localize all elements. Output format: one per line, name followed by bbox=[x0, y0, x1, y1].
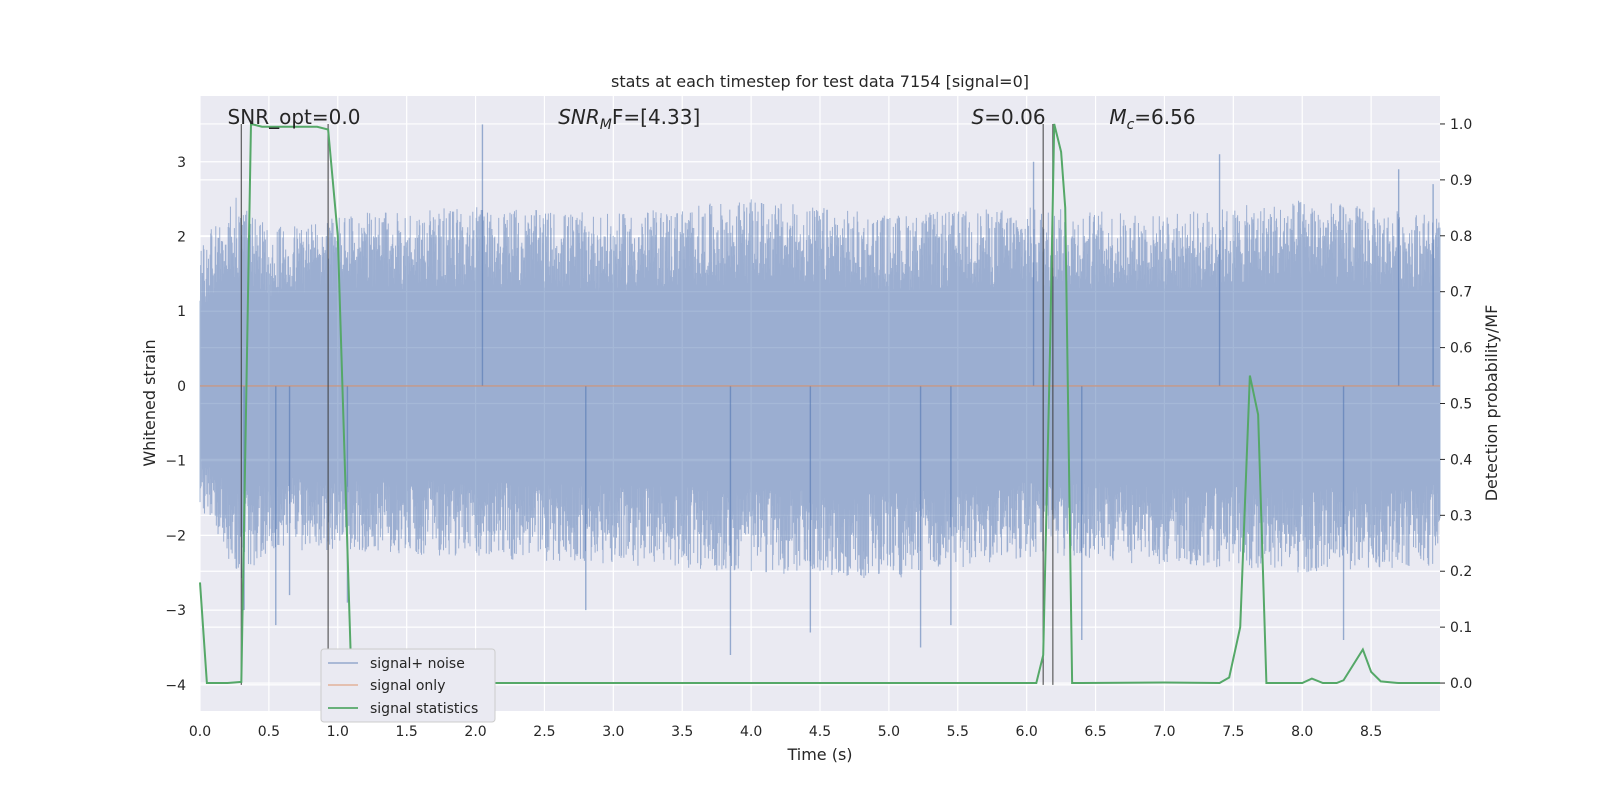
x-axis-ticks: 0.0 0.5 1.0 1.5 2.0 2.5 3.0 3.5 4.0 4.5 5.0 5.5 6.0 6… bbox=[189, 724, 1382, 740]
annotation-0: SNR_opt=0.0 bbox=[228, 105, 361, 129]
x-tick-label-14: 7.0 bbox=[1153, 724, 1175, 740]
y-left-tick-label-6: −3 bbox=[165, 603, 186, 619]
y-right-tick-label-2: 0.8 bbox=[1450, 229, 1472, 245]
y-right-tick-label-6: 0.4 bbox=[1450, 452, 1472, 468]
y-right-tick-label-3: 0.7 bbox=[1450, 285, 1472, 301]
y-left-tick-label-0: 3 bbox=[177, 155, 186, 171]
y-right-tick-label-8: 0.2 bbox=[1450, 564, 1472, 580]
y-right-tick-label-5: 0.5 bbox=[1450, 397, 1472, 413]
legend: signal+ noise signal only signal statist… bbox=[320, 648, 496, 723]
x-tick-label-9: 4.5 bbox=[809, 724, 831, 740]
x-tick-label-1: 0.5 bbox=[258, 724, 280, 740]
y-left-tick-label-5: −2 bbox=[165, 528, 186, 544]
legend-label-signal-noise: signal+ noise bbox=[370, 656, 465, 672]
y-left-tick-label-2: 1 bbox=[177, 304, 186, 320]
legend-box bbox=[320, 648, 496, 723]
y-right-tick-label-10: 0.0 bbox=[1450, 676, 1472, 692]
x-tick-label-17: 8.5 bbox=[1360, 724, 1382, 740]
series-signal-statistics bbox=[199, 122, 1440, 685]
noise-trace bbox=[199, 197, 1441, 579]
x-tick-label-6: 3.0 bbox=[602, 724, 624, 740]
left-y-axis-ticks: 3 2 1 0 −1 −2 −3 −4 bbox=[165, 155, 186, 694]
x-tick-label-13: 6.5 bbox=[1084, 724, 1106, 740]
x-tick-label-11: 5.5 bbox=[947, 724, 969, 740]
signal-statistics-line bbox=[199, 122, 1440, 685]
x-tick-label-12: 6.0 bbox=[1016, 724, 1038, 740]
y-right-tick-label-0: 1.0 bbox=[1450, 117, 1472, 133]
x-tick-label-3: 1.5 bbox=[396, 724, 418, 740]
x-tick-label-10: 5.0 bbox=[878, 724, 900, 740]
legend-label-signal-statistics: signal statistics bbox=[370, 701, 478, 717]
annotations: SNR_opt=0.0 SNRMF=[4.33] S=0.06 Mc=6.56 bbox=[228, 105, 1196, 133]
y-left-tick-label-3: 0 bbox=[177, 379, 186, 395]
y-left-tick-label-4: −1 bbox=[165, 454, 186, 470]
left-y-axis-title: Whitened strain bbox=[140, 339, 159, 466]
right-y-axis-ticks: 1.0 0.9 0.8 0.7 0.6 0.5 0.4 0.3 0.2 0.1 0.0 bbox=[1440, 117, 1472, 692]
x-tick-label-2: 1.0 bbox=[327, 724, 349, 740]
y-left-tick-label-7: −4 bbox=[165, 678, 186, 694]
annotation-3: Mc=6.56 bbox=[1109, 105, 1195, 133]
x-axis-title: Time (s) bbox=[786, 745, 852, 764]
annotation-1: SNRMF=[4.33] bbox=[558, 105, 700, 133]
annotation-2: S=0.06 bbox=[972, 105, 1046, 129]
y-right-tick-label-1: 0.9 bbox=[1450, 173, 1472, 189]
x-tick-label-16: 8.0 bbox=[1291, 724, 1313, 740]
x-tick-label-4: 2.0 bbox=[464, 724, 486, 740]
y-right-tick-label-9: 0.1 bbox=[1450, 620, 1472, 636]
x-tick-label-7: 3.5 bbox=[671, 724, 693, 740]
y-right-tick-label-4: 0.6 bbox=[1450, 341, 1472, 357]
legend-label-signal-only: signal only bbox=[370, 678, 445, 694]
x-tick-label-5: 2.5 bbox=[533, 724, 555, 740]
x-tick-label-8: 4.0 bbox=[740, 724, 762, 740]
x-tick-label-15: 7.5 bbox=[1222, 724, 1244, 740]
x-tick-label-0: 0.0 bbox=[189, 724, 211, 740]
right-y-axis-title: Detection probability/MF bbox=[1482, 305, 1501, 502]
y-right-tick-label-7: 0.3 bbox=[1450, 508, 1472, 524]
y-left-tick-label-1: 2 bbox=[177, 229, 186, 245]
chart-title: stats at each timestep for test data 715… bbox=[611, 72, 1029, 91]
